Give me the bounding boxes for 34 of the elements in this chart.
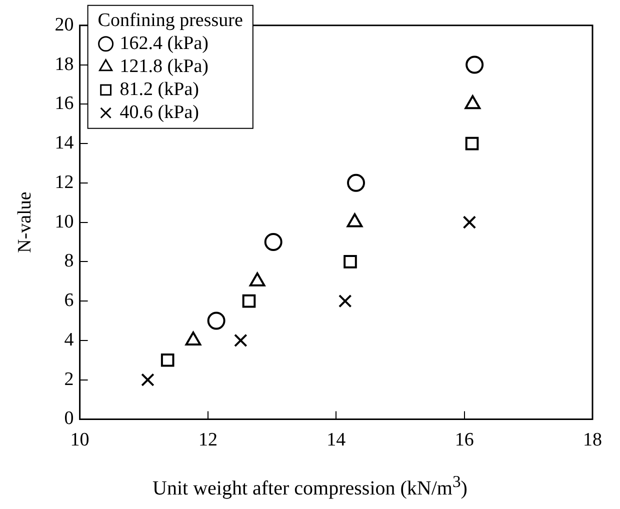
legend-label: 121.8 (kPa)	[120, 56, 208, 77]
point	[344, 255, 357, 268]
point	[264, 232, 282, 251]
point	[234, 334, 248, 348]
y-tick-label: 14	[54, 132, 74, 154]
y-tick-label: 16	[54, 93, 74, 114]
point	[207, 312, 226, 330]
y-tick-label: 0	[64, 408, 74, 430]
point	[462, 216, 476, 229]
y-tick-label: 12	[54, 172, 74, 193]
point	[242, 294, 256, 308]
legend-label: 81.2 (kPa)	[120, 78, 199, 100]
y-tick-label: 8	[64, 250, 74, 272]
legend-label: 162.4 (kPa)	[120, 32, 208, 54]
point	[347, 174, 366, 192]
x-axis-title: Unit weight after compression (kN/m$^{3}$)	[152, 472, 468, 501]
x-tick-label: 16	[454, 430, 474, 451]
y-tick-label: 2	[64, 368, 74, 390]
y-axis-title: N-value	[14, 192, 36, 253]
point	[465, 136, 479, 150]
y-tick-label: 10	[54, 211, 74, 232]
point	[160, 353, 174, 367]
y-tick-label: 4	[64, 329, 74, 350]
legend-title: Confining pressure	[98, 10, 243, 31]
point	[141, 373, 154, 386]
y-tick-label: 18	[54, 54, 74, 75]
x-tick-label: 12	[198, 430, 218, 451]
y-tick-label: 6	[64, 290, 74, 312]
point	[338, 294, 352, 308]
x-tick-label: 18	[583, 430, 602, 451]
y-tick-label: 20	[54, 14, 74, 36]
x-tick-label: 14	[326, 430, 346, 451]
legend-label: 40.6 (kPa)	[120, 102, 199, 123]
point	[466, 56, 484, 74]
